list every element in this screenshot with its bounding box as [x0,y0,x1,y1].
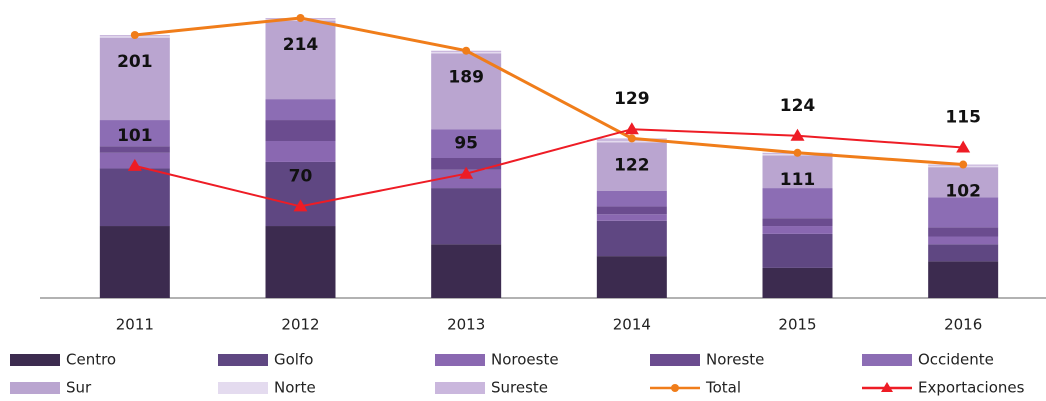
marker [627,134,636,143]
bar-segment [928,244,999,262]
legend-swatch [650,354,700,366]
bar-segment [431,188,502,245]
legend-marker [881,382,893,392]
value-label: 95 [454,134,478,154]
bar-segment [431,158,502,170]
x-tick-label: 2011 [116,316,154,334]
marker [296,14,305,22]
value-label: 101 [117,126,153,146]
legend-label: Noroeste [491,351,559,369]
bar-segment [431,53,502,130]
bar-segment [99,120,170,147]
x-tick-label: 2016 [944,316,982,334]
legend-swatch [10,354,60,366]
value-label: 214 [283,35,319,55]
bar-segment [265,99,336,121]
value-label: 189 [448,68,484,88]
bar-segment [265,161,336,227]
legend-label: Sur [66,379,92,397]
marker [624,122,639,135]
marker [462,46,471,55]
value-label: 201 [117,52,153,72]
legend-label: Occidente [918,351,994,369]
legend-label: Centro [66,351,116,369]
bar-segment [762,188,833,219]
value-label: 102 [945,182,981,202]
marker [790,128,805,141]
legend-swatch [435,382,485,394]
x-tick-label: 2014 [613,316,651,334]
marker [459,166,474,179]
bar-segment [265,120,336,141]
bar-segment [99,37,170,121]
bar-segment [99,168,170,227]
legend-label: Exportaciones [918,379,1025,397]
value-label: 129 [614,89,650,109]
legend-label: Total [705,379,741,397]
bar-segment [99,146,170,153]
value-label: 70 [289,166,313,186]
bar-segment [596,190,667,207]
legend-swatch [218,382,268,394]
bar-segment [596,206,667,215]
legend-swatch [862,354,912,366]
legend-label: Norte [274,379,316,397]
value-label: 124 [780,96,816,116]
bar-segment [762,267,833,298]
line-series [134,128,964,208]
legend-marker [671,384,679,392]
marker [956,140,971,153]
x-tick-label: 2015 [778,316,816,334]
marker [293,199,308,212]
legend-label: Noreste [706,351,764,369]
legend-label: Golfo [274,351,313,369]
marker [793,148,802,157]
bar-segment [265,226,336,298]
marker [130,31,139,40]
bar-segment [762,233,833,268]
bar-segment [928,167,999,198]
value-label: 111 [780,170,816,190]
x-tick-label: 2012 [281,316,319,334]
bar-segment [596,214,667,221]
bar-segment [265,140,336,162]
bar-segment [596,142,667,191]
legend-swatch [218,354,268,366]
legend-swatch [10,382,60,394]
bar-segment [431,169,502,189]
bar-segment [762,226,833,234]
bar-segment [928,197,999,228]
bar-segment [928,236,999,245]
bar-segment [928,227,999,237]
bar-segment [762,155,833,189]
value-label: 122 [614,155,650,175]
bar-segment [928,261,999,298]
marker [959,160,968,169]
bar-segment [99,226,170,298]
marker [127,158,142,171]
bar-segment [431,244,502,298]
bar-segment [265,20,336,100]
legend-label: Sureste [491,379,548,397]
bar-segment [596,220,667,257]
x-tick-label: 2013 [447,316,485,334]
bar-segment [596,256,667,298]
value-label: 115 [945,108,981,128]
bar-segment [762,218,833,227]
legend-swatch [435,354,485,366]
line-series [134,16,964,167]
bar-segment [431,129,502,158]
